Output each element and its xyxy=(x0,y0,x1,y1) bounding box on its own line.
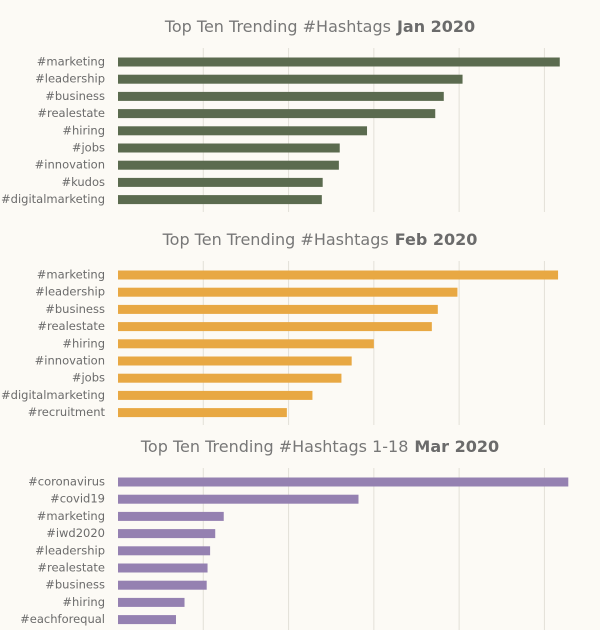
title-period: Jan 2020 xyxy=(396,17,475,36)
category-label: #leadership xyxy=(35,543,105,557)
category-label: #innovation xyxy=(35,158,105,172)
category-label: #digitalmarketing xyxy=(1,192,105,206)
category-label: #marketing xyxy=(37,55,105,69)
bar xyxy=(118,160,339,170)
bar xyxy=(118,91,444,101)
category-label: #hiring xyxy=(62,595,105,609)
category-label: #marketing xyxy=(37,509,105,523)
category-label: #jobs xyxy=(72,371,105,385)
category-label: #covid19 xyxy=(50,492,105,506)
bar xyxy=(118,356,352,366)
bar xyxy=(118,143,340,153)
category-label: #business xyxy=(45,89,105,103)
category-label: #business xyxy=(45,302,105,316)
category-label: #kudos xyxy=(61,175,105,189)
category-label: #business xyxy=(45,578,105,592)
category-label: #leadership xyxy=(35,72,105,86)
category-label: #iwd2020 xyxy=(46,526,105,540)
bar xyxy=(118,494,359,504)
title-period: Feb 2020 xyxy=(395,230,478,249)
category-label: #jobs xyxy=(72,141,105,155)
bar xyxy=(118,177,323,187)
bar xyxy=(118,580,207,590)
category-label: #digitalmarketing xyxy=(1,388,105,402)
bar xyxy=(118,373,342,383)
bar xyxy=(118,57,560,67)
category-label: #leadership xyxy=(35,285,105,299)
bar xyxy=(118,546,211,556)
bar xyxy=(118,390,313,400)
category-label: #recruitment xyxy=(28,405,106,419)
bar xyxy=(118,477,569,487)
bar xyxy=(118,270,559,280)
title-text: Top Ten Trending #Hashtags 1-18 xyxy=(140,437,409,456)
category-label: #realestate xyxy=(37,319,105,333)
bar xyxy=(118,109,436,119)
bar xyxy=(118,74,463,84)
bar xyxy=(118,339,374,349)
chart-title: Top Ten Trending #Hashtags Feb 2020 xyxy=(162,230,478,249)
category-label: #innovation xyxy=(35,354,105,368)
bar xyxy=(118,597,185,607)
category-label: #hiring xyxy=(62,336,105,350)
bar xyxy=(118,304,438,314)
title-text: Top Ten Trending #Hashtags xyxy=(164,17,391,36)
category-label: #eachforequal xyxy=(20,612,105,626)
bar xyxy=(118,529,216,539)
chart-title: Top Ten Trending #Hashtags Jan 2020 xyxy=(164,17,475,36)
bar xyxy=(118,563,208,573)
title-period: Mar 2020 xyxy=(414,437,499,456)
title-text: Top Ten Trending #Hashtags xyxy=(162,230,389,249)
bar xyxy=(118,287,458,297)
category-label: #coronavirus xyxy=(28,475,105,489)
category-label: #realestate xyxy=(37,106,105,120)
chart-title: Top Ten Trending #Hashtags 1-18 Mar 2020 xyxy=(140,437,499,456)
category-label: #realestate xyxy=(37,561,105,575)
bar xyxy=(118,615,176,625)
bar xyxy=(118,195,322,205)
category-label: #marketing xyxy=(37,268,105,282)
bar xyxy=(118,322,432,332)
category-label: #hiring xyxy=(62,123,105,137)
bar xyxy=(118,511,224,521)
bar xyxy=(118,408,287,418)
bar xyxy=(118,126,368,136)
